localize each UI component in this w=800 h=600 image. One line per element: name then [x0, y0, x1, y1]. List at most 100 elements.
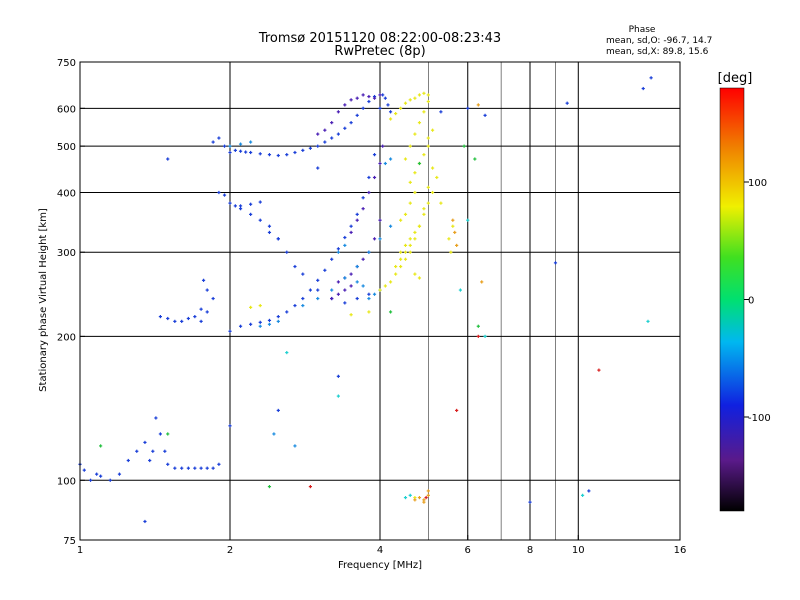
y-tick-label: 500 — [57, 142, 76, 153]
data-point — [399, 218, 403, 222]
data-point — [166, 157, 170, 161]
data-point — [166, 316, 170, 321]
data-point — [413, 498, 417, 502]
data-point — [330, 136, 334, 140]
data-point — [580, 493, 585, 497]
data-point — [148, 458, 152, 463]
data-point — [473, 157, 477, 161]
data-point — [199, 319, 203, 323]
data-point — [367, 296, 371, 301]
data-point — [205, 288, 209, 292]
data-point — [565, 101, 569, 105]
data-point — [193, 315, 197, 319]
data-point — [649, 76, 653, 80]
data-point — [417, 224, 422, 228]
data-point — [372, 96, 377, 100]
data-point — [233, 148, 237, 152]
data-point — [117, 472, 122, 476]
data-point — [323, 140, 327, 144]
data-point — [285, 310, 289, 314]
colorbar-tick-label: 0 — [748, 296, 754, 307]
data-point — [293, 303, 297, 308]
data-point — [323, 128, 327, 132]
data-point — [426, 493, 430, 497]
data-point — [403, 495, 408, 500]
data-point — [413, 171, 417, 175]
data-point — [258, 152, 262, 156]
data-point — [135, 449, 139, 453]
data-point — [413, 96, 417, 100]
data-point — [361, 196, 365, 200]
data-point — [244, 150, 248, 154]
data-point — [316, 144, 320, 148]
data-point — [316, 278, 320, 282]
data-point — [336, 280, 340, 284]
data-point — [336, 250, 340, 254]
y-tick-label: 300 — [57, 248, 76, 259]
data-point — [199, 466, 203, 470]
data-point — [455, 243, 459, 248]
data-point — [336, 247, 340, 251]
phase-stats-o: mean, sd,O: -96.7, 14.7 — [606, 36, 712, 46]
data-point — [238, 324, 243, 328]
data-point — [343, 288, 347, 292]
data-point — [258, 200, 262, 204]
data-point — [426, 93, 430, 97]
data-point — [267, 224, 272, 228]
data-point — [422, 212, 426, 216]
data-point — [367, 190, 371, 195]
data-point — [403, 250, 408, 254]
data-point — [258, 324, 262, 328]
data-point — [166, 432, 170, 436]
data-point — [480, 280, 484, 284]
data-point — [372, 237, 377, 241]
data-point — [276, 319, 280, 323]
data-point — [361, 93, 365, 97]
data-point — [355, 280, 359, 284]
data-point — [199, 307, 203, 311]
data-point — [424, 495, 428, 500]
data-point — [367, 175, 371, 180]
data-point — [343, 235, 347, 240]
data-point — [408, 180, 412, 184]
data-point — [211, 140, 215, 144]
data-point — [99, 444, 103, 448]
data-point — [158, 315, 163, 319]
data-point — [361, 106, 365, 110]
grid-lines — [80, 62, 680, 540]
data-point — [186, 316, 190, 321]
data-point — [249, 322, 253, 326]
data-point — [228, 150, 232, 155]
data-point — [205, 310, 209, 314]
data-point — [343, 103, 347, 107]
data-point — [451, 218, 455, 222]
data-point — [267, 230, 272, 235]
data-point — [173, 466, 177, 470]
data-point — [308, 146, 313, 150]
data-point — [378, 161, 382, 166]
phase-heading: Phase — [629, 25, 656, 35]
data-point — [597, 368, 601, 372]
data-point — [272, 432, 276, 436]
data-point — [422, 153, 426, 157]
data-point — [394, 272, 398, 276]
data-point — [430, 166, 435, 170]
data-point — [301, 296, 305, 301]
data-point — [417, 276, 422, 280]
data-point — [413, 230, 417, 235]
data-point — [293, 444, 297, 448]
data-point — [276, 315, 280, 319]
y-tick-label: 100 — [57, 476, 76, 487]
data-point — [336, 394, 340, 398]
data-point — [143, 440, 147, 445]
data-point — [388, 310, 393, 314]
data-point — [228, 424, 232, 428]
data-point — [258, 320, 262, 324]
chart-title: Tromsø 20151120 08:22:00-08:23:43 — [258, 31, 501, 46]
x-tick-label: 2 — [227, 545, 233, 556]
data-point — [151, 449, 155, 453]
data-point — [435, 175, 439, 180]
data-point — [367, 250, 371, 254]
data-point — [330, 257, 334, 261]
data-point — [238, 204, 243, 208]
